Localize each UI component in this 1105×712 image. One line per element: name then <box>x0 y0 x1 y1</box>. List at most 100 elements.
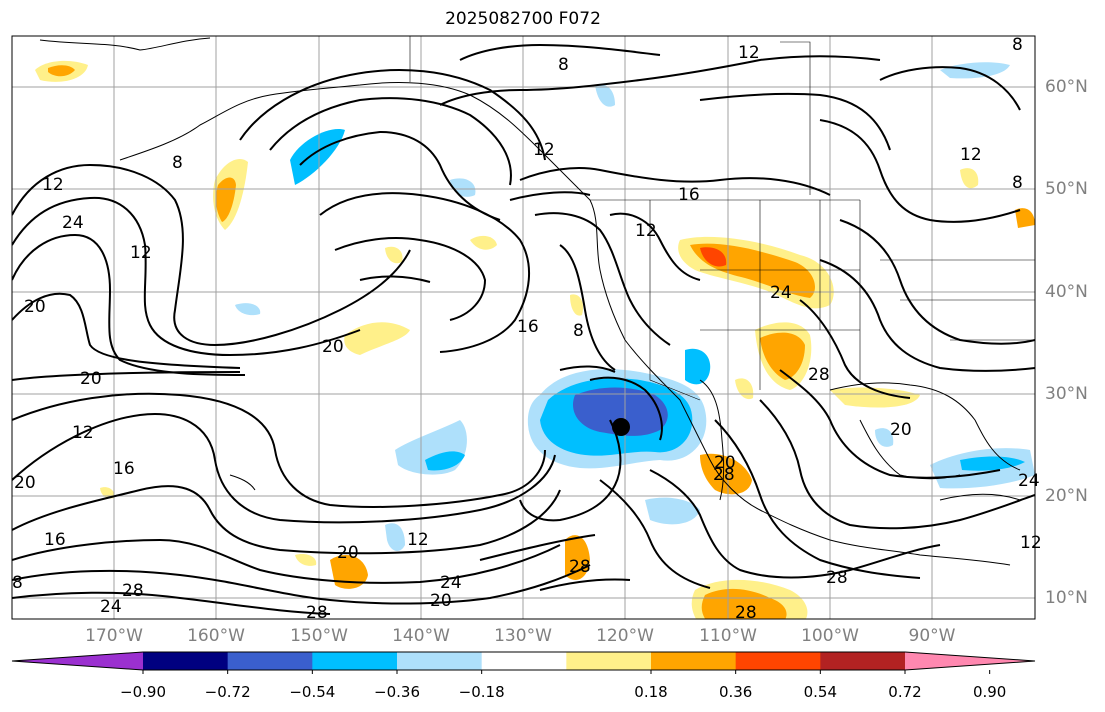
contour-label: 12 <box>1020 533 1042 553</box>
colorbar-label: −0.18 <box>458 683 505 701</box>
graticule <box>12 36 1035 619</box>
lon-label-170w: 170°W <box>85 626 143 646</box>
contour-label: 8 <box>1012 173 1023 193</box>
negative-anomaly-region <box>875 428 894 447</box>
lat-label-30n: 30°N <box>1045 384 1088 404</box>
contour-label: 24 <box>100 597 122 617</box>
colorbar-label: 0.54 <box>803 683 838 701</box>
lat-label-10n: 10°N <box>1045 588 1088 608</box>
positive-anomaly-region <box>295 554 317 566</box>
negative-anomaly-region <box>685 348 711 385</box>
contour-lines <box>12 43 1035 615</box>
contour-label: 12 <box>407 530 429 550</box>
lon-label-90w: 90°W <box>908 626 956 646</box>
lon-label-160w: 160°W <box>187 626 245 646</box>
negative-anomaly-region <box>385 523 405 552</box>
colorbar-label: 0.72 <box>888 683 922 701</box>
colorbar-label: 0.90 <box>972 683 1007 701</box>
storm-center-marker <box>612 418 630 436</box>
colorbar-segment <box>735 652 821 670</box>
colorbar-segment <box>481 652 567 670</box>
negative-anomaly-region <box>960 456 1025 471</box>
positive-anomaly-region <box>1015 208 1035 228</box>
contour-label: 20 <box>14 473 36 493</box>
contour-label: 28 <box>122 581 144 601</box>
positive-anomaly-region <box>344 322 410 355</box>
positive-anomaly-region <box>385 246 403 264</box>
contour-label: 8 <box>558 55 569 75</box>
contour-label: 12 <box>42 175 64 195</box>
negative-anomaly-region <box>572 387 668 436</box>
lat-label-60n: 60°N <box>1045 77 1088 97</box>
positive-anomaly-region <box>760 332 805 380</box>
contour-label: 16 <box>113 459 135 479</box>
lon-label-130w: 130°W <box>494 626 552 646</box>
contour-label: 20 <box>890 420 912 440</box>
contour-label: 20 <box>322 337 344 357</box>
contour-label: 28 <box>826 568 848 588</box>
contour-label: 16 <box>517 317 539 337</box>
positive-anomaly-region <box>470 235 497 250</box>
lat-label-50n: 50°N <box>1045 179 1088 199</box>
contour-label: 28 <box>713 465 735 485</box>
colorbar-segment <box>397 652 483 670</box>
colorbar-segment <box>566 652 652 670</box>
colorbar-segment <box>227 652 313 670</box>
lon-label-120w: 120°W <box>596 626 654 646</box>
colorbar-segment <box>820 652 906 670</box>
contour-label: 20 <box>24 297 46 317</box>
negative-anomaly-region <box>235 303 261 316</box>
negative-anomaly-region <box>595 84 615 107</box>
colorbar-label: −0.36 <box>374 683 420 701</box>
contour-label: 20 <box>714 453 736 473</box>
colorbar-label: −0.72 <box>204 683 251 701</box>
positive-anomaly-region <box>830 387 920 408</box>
lon-label-100w: 100°W <box>801 626 859 646</box>
colorbar-segment <box>12 652 143 670</box>
map-frame <box>11 35 1036 620</box>
contour-label: 24 <box>440 573 462 593</box>
positive-anomaly-region <box>700 247 727 267</box>
colorbar-label: 0.18 <box>634 683 668 701</box>
contour-label: 8 <box>172 153 183 173</box>
colorbar-segment <box>312 652 398 670</box>
colorbar-label: −0.90 <box>120 683 166 701</box>
contour-label: 12 <box>960 145 982 165</box>
colorbar-segment <box>905 652 1035 670</box>
contour-label: 24 <box>1018 471 1040 491</box>
positive-anomaly-region <box>48 65 75 77</box>
contour-label: 20 <box>337 543 359 563</box>
contour-label: 8 <box>1012 35 1023 55</box>
colorbar-label: 0.36 <box>718 683 753 701</box>
contour-label: 16 <box>44 530 66 550</box>
contour-label: 20 <box>80 369 102 389</box>
contour-label: 28 <box>306 603 328 623</box>
lon-label-150w: 150°W <box>290 626 348 646</box>
contour-label: 12 <box>533 140 555 160</box>
contour-label: 24 <box>770 283 792 303</box>
contour-label: 8 <box>573 321 584 341</box>
contour-label: 12 <box>738 43 760 63</box>
colorbar-segment <box>651 652 737 670</box>
negative-anomaly-region <box>425 451 465 471</box>
contour-label: 24 <box>62 213 84 233</box>
positive-anomaly-region <box>960 168 979 189</box>
contour-label: 12 <box>635 221 657 241</box>
contour-label: 12 <box>72 423 94 443</box>
lon-label-140w: 140°W <box>392 626 450 646</box>
contour-label: 12 <box>130 243 152 263</box>
positive-anomaly-region <box>570 294 584 316</box>
lon-label-110w: 110°W <box>699 626 757 646</box>
contour-label: 20 <box>430 591 452 611</box>
colorbar-label: −0.54 <box>289 683 336 701</box>
contour-label-layer: 8 12 12 24 12 20 20 12 16 20 16 12 20 20… <box>12 35 1042 623</box>
lat-label-20n: 20°N <box>1045 486 1088 506</box>
positive-anomaly-region <box>700 453 752 495</box>
contour-label: 16 <box>678 185 700 205</box>
colorbar-segment <box>143 652 229 670</box>
map-title: 2025082700 F072 <box>445 9 601 29</box>
political-borders <box>409 36 1035 401</box>
contour-label: 28 <box>569 557 591 577</box>
contour-label: 28 <box>735 603 757 623</box>
